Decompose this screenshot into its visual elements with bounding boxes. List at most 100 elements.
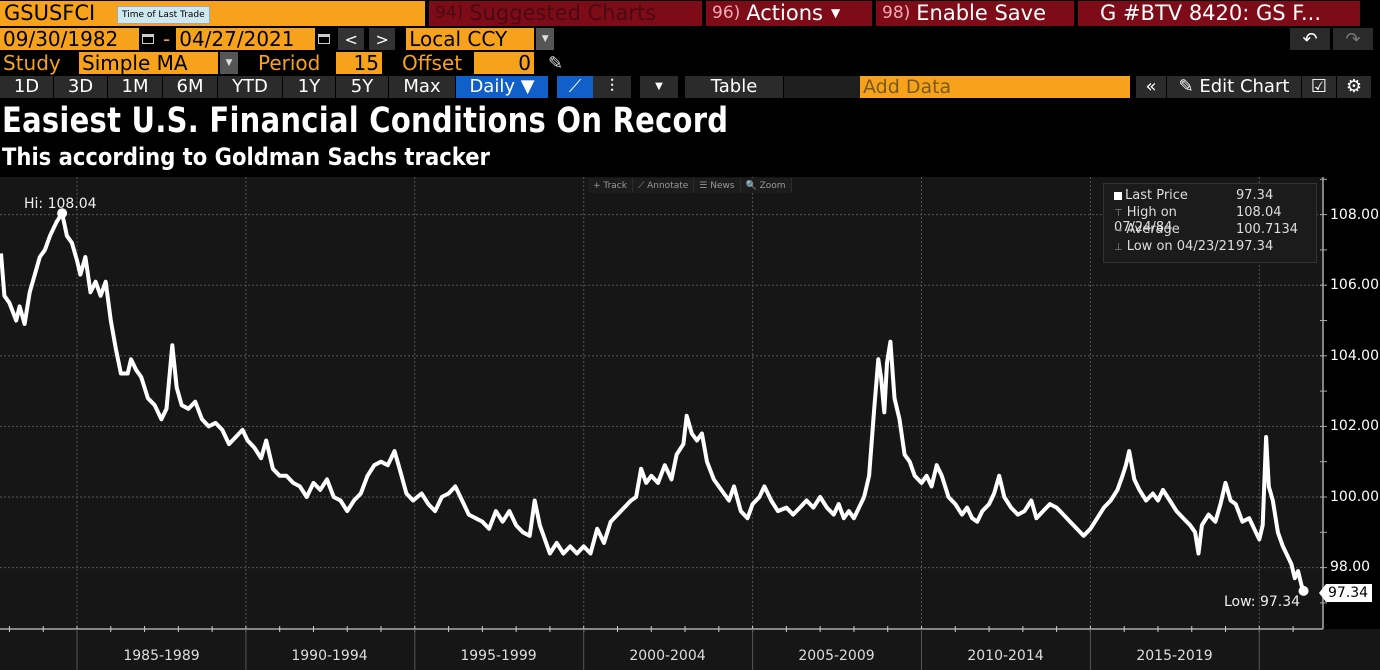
x-tick-label: 1990-1994 — [291, 648, 368, 664]
window-title-text: G #BTV 8420: GS F... — [1100, 1, 1322, 25]
range-bar: 1D 3D 1M 6M YTD 1Y 5Y Max Daily ▼ ⟋ ⫶ ▼ … — [0, 75, 1380, 98]
date-range-bar: 09/30/1982 - 04/27/2021 < > Local CCY ▼ … — [0, 27, 1380, 51]
legend-value: 97.34 — [1236, 239, 1274, 254]
spacer — [784, 75, 860, 98]
annotate-tool[interactable]: ⟋ Annotate — [633, 178, 695, 193]
range-ytd-button[interactable]: YTD — [218, 75, 282, 98]
chart-tools: + Track ⟋ Annotate ☰ News 🔍 Zoom — [588, 178, 792, 193]
series-swatch-icon — [1114, 191, 1122, 200]
ticker-value: GSUSFCI — [4, 1, 96, 25]
high-marker-icon: ⊤ — [1114, 208, 1123, 219]
x-tick-label: 2015-2019 — [1136, 648, 1213, 664]
tooltip: Time of Last Trade — [117, 5, 210, 24]
ticker-field[interactable]: GSUSFCI Time of Last Trade — [0, 0, 425, 26]
currency-select[interactable]: Local CCY — [406, 27, 535, 51]
range-6m-button[interactable]: 6M — [163, 75, 217, 98]
chevron-down-icon[interactable]: ▼ — [220, 52, 238, 74]
range-1y-button[interactable]: 1Y — [283, 75, 335, 98]
actions-button[interactable]: 96) Actions ▼ — [706, 0, 872, 26]
range-5y-button[interactable]: 5Y — [336, 75, 388, 98]
chart-title: Easiest U.S. Financial Conditions On Rec… — [2, 101, 729, 141]
legend-row-last: Last Price 97.34 — [1114, 188, 1273, 203]
title-bar: GSUSFCI Time of Last Trade 94) Suggested… — [0, 0, 1380, 26]
high-annotation: Hi: 108.04 — [24, 196, 97, 212]
bar-chart-icon[interactable]: ⫶ — [593, 75, 631, 98]
zoom-tool[interactable]: 🔍 Zoom — [741, 178, 792, 193]
menu-number: 96) — [712, 3, 741, 23]
y-tick-label: 104.00 — [1330, 348, 1379, 364]
prev-range-button[interactable]: < — [338, 28, 365, 50]
low-annotation: Low: 97.34 — [1224, 594, 1301, 610]
study-bar: Study Simple MA ▼ Period 15 Offset 0 ✎ — [0, 51, 1380, 75]
track-tool[interactable]: + Track — [588, 178, 633, 193]
chevron-down-icon[interactable]: ▼ — [536, 28, 555, 50]
start-date-input[interactable]: 09/30/1982 — [0, 27, 139, 51]
offset-input[interactable]: 0 — [474, 51, 534, 75]
last-price-tag: 97.34 — [1318, 584, 1373, 602]
redo-icon[interactable]: ↷ — [1333, 28, 1373, 50]
study-select[interactable]: Simple MA — [79, 51, 218, 75]
edit-chart-button[interactable]: ✎ Edit Chart — [1167, 75, 1301, 98]
button-label: Enable Save — [916, 1, 1047, 25]
legend-row-average: → Average 100.7134 — [1114, 222, 1298, 237]
chart-type-dropdown[interactable]: ▼ — [640, 75, 678, 98]
x-axis-background — [0, 629, 1380, 670]
start-date-value: 09/30/1982 — [3, 27, 119, 51]
chart-legend[interactable]: Last Price 97.34 ⊤ High on 07/24/84 108.04 … — [1103, 183, 1317, 263]
collapse-icon[interactable]: « — [1136, 75, 1166, 98]
button-label: Actions — [746, 1, 823, 25]
window-title: G #BTV 8420: GS F... — [1078, 0, 1360, 26]
legend-key: High on 07/24/84 — [1114, 205, 1177, 235]
offset-value: 0 — [518, 51, 531, 75]
gear-icon[interactable]: ⚙ — [1337, 75, 1371, 98]
legend-key: Last Price — [1125, 188, 1188, 203]
x-tick-label: 2010-2014 — [967, 648, 1044, 664]
table-button[interactable]: Table — [685, 75, 783, 98]
low-marker-icon: ⊥ — [1114, 242, 1123, 253]
period-value: 15 — [353, 51, 379, 75]
range-1d-button[interactable]: 1D — [0, 75, 53, 98]
add-data-input[interactable]: Add Data — [860, 75, 1130, 98]
annotate-icon[interactable]: ☑ — [1302, 75, 1336, 98]
y-tick-label: 98.00 — [1330, 559, 1371, 575]
undo-icon[interactable]: ↶ — [1290, 28, 1330, 50]
x-tick-label: 2000-2004 — [629, 648, 706, 664]
chart-area[interactable]: + Track ⟋ Annotate ☰ News 🔍 Zoom — [0, 177, 1380, 670]
x-tick-label: 1985-1989 — [123, 648, 200, 664]
suggested-charts-button[interactable]: 94) Suggested Charts — [429, 0, 702, 26]
period-input[interactable]: 15 — [336, 51, 382, 75]
legend-key: Low on 04/23/21 — [1126, 239, 1236, 254]
plot-background — [0, 177, 1323, 630]
pencil-icon[interactable]: ✎ — [548, 52, 564, 74]
button-label: Suggested Charts — [469, 1, 657, 25]
range-1m-button[interactable]: 1M — [108, 75, 162, 98]
currency-value: Local CCY — [409, 27, 508, 51]
menu-number: 98) — [882, 3, 911, 23]
news-tool[interactable]: ☰ News — [694, 178, 741, 193]
legend-row-high: ⊤ High on 07/24/84 108.04 — [1114, 205, 1282, 235]
study-value: Simple MA — [82, 51, 188, 75]
range-max-button[interactable]: Max — [389, 75, 455, 98]
legend-row-low: ⊥ Low on 04/23/21 97.34 — [1114, 239, 1273, 254]
offset-label: Offset — [402, 51, 463, 75]
end-date-value: 04/27/2021 — [179, 27, 295, 51]
calendar-icon[interactable] — [139, 28, 157, 50]
legend-value: 100.7134 — [1236, 222, 1299, 237]
date-separator: - — [163, 27, 171, 51]
line-chart[interactable] — [0, 177, 1380, 670]
y-tick-label: 106.00 — [1330, 277, 1379, 293]
line-chart-icon[interactable]: ⟋ — [557, 75, 593, 98]
legend-value: 108.04 — [1236, 205, 1282, 220]
range-3d-button[interactable]: 3D — [54, 75, 107, 98]
legend-key: Average — [1126, 222, 1180, 237]
end-date-input[interactable]: 04/27/2021 — [176, 27, 316, 51]
calendar-icon[interactable] — [315, 28, 333, 50]
y-tick-label: 100.00 — [1330, 489, 1379, 505]
next-range-button[interactable]: > — [369, 28, 396, 50]
enable-save-button[interactable]: 98) Enable Save — [876, 0, 1074, 26]
y-tick-label: 102.00 — [1330, 418, 1379, 434]
chevron-down-icon: ▼ — [830, 6, 841, 20]
y-tick-label: 108.00 — [1330, 207, 1379, 223]
frequency-dropdown[interactable]: Daily ▼ — [456, 75, 548, 98]
study-label: Study — [3, 51, 61, 75]
